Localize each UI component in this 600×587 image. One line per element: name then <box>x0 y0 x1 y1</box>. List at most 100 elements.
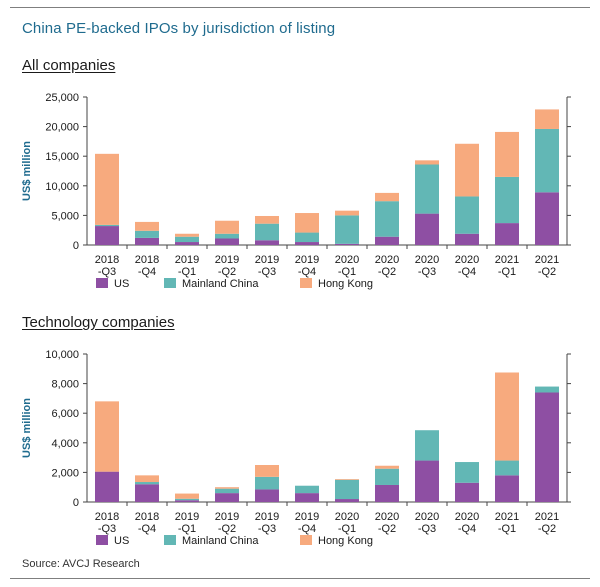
bar-mainland-china <box>375 468 399 485</box>
bar-mainland-china <box>135 482 159 485</box>
bar-us <box>295 493 319 502</box>
panel-title-tech: Technology companies <box>22 314 175 331</box>
x-tick-label-year: 2020 <box>455 254 479 266</box>
bar-mainland-china <box>455 196 479 234</box>
x-tick-label-quarter: -Q3 <box>258 266 276 278</box>
x-tick-label-quarter: -Q1 <box>178 266 196 278</box>
x-tick-label-year: 2021 <box>535 511 559 523</box>
bar-mainland-china <box>295 232 319 243</box>
bar-hong-kong <box>95 401 119 472</box>
bar-hong-kong <box>215 220 239 234</box>
x-tick-label-quarter: -Q3 <box>98 266 116 278</box>
y-tick-label: 15,000 <box>45 151 79 163</box>
bar-mainland-china <box>455 462 479 483</box>
x-tick-label-year: 2018 <box>95 511 119 523</box>
x-tick-label-year: 2021 <box>495 254 519 266</box>
bar-mainland-china <box>415 430 439 461</box>
x-tick-label-year: 2019 <box>295 511 319 523</box>
bar-us <box>415 213 439 245</box>
legend-label-us: US <box>114 535 129 547</box>
x-tick-label-year: 2020 <box>415 254 439 266</box>
bar-hong-kong <box>335 210 359 216</box>
bar-mainland-china <box>215 233 239 239</box>
bar-us <box>535 192 559 245</box>
bar-us <box>415 460 439 502</box>
x-tick-label-year: 2019 <box>255 511 279 523</box>
x-tick-label-quarter: -Q4 <box>138 266 156 278</box>
bar-us <box>135 237 159 245</box>
legend-swatch-mainland-china <box>164 278 176 288</box>
bar-hong-kong <box>375 465 399 469</box>
y-tick-label: 25,000 <box>45 92 79 104</box>
x-tick-label-quarter: -Q2 <box>218 523 236 535</box>
x-tick-label-quarter: -Q4 <box>458 523 476 535</box>
bar-hong-kong <box>455 143 479 197</box>
bar-mainland-china <box>95 224 119 227</box>
y-tick-label: 2,000 <box>51 467 79 479</box>
bar-hong-kong <box>255 465 279 477</box>
x-tick-label-quarter: -Q1 <box>498 523 516 535</box>
y-tick-label: 10,000 <box>45 349 79 361</box>
x-tick-label-quarter: -Q2 <box>218 266 236 278</box>
bar-mainland-china <box>255 476 279 490</box>
bar-mainland-china <box>535 386 559 393</box>
bar-mainland-china <box>495 176 519 224</box>
bottom-rule <box>10 578 590 579</box>
bar-us <box>335 499 359 502</box>
x-tick-label-quarter: -Q4 <box>298 523 316 535</box>
bar-us <box>295 242 319 245</box>
legend-swatch-hong-kong <box>300 535 312 545</box>
bar-us <box>95 226 119 245</box>
legend-label-hong-kong: Hong Kong <box>318 278 373 290</box>
x-tick-label-quarter: -Q1 <box>498 266 516 278</box>
x-tick-label-quarter: -Q2 <box>378 266 396 278</box>
bar-us <box>375 236 399 245</box>
x-tick-label-quarter: -Q4 <box>138 523 156 535</box>
bar-us <box>215 493 239 502</box>
top-rule <box>10 7 590 8</box>
x-tick-label-year: 2020 <box>375 254 399 266</box>
bar-us <box>335 243 359 245</box>
bar-us <box>535 392 559 502</box>
bar-hong-kong <box>135 475 159 483</box>
bar-mainland-china <box>175 498 199 501</box>
x-tick-label-year: 2020 <box>375 511 399 523</box>
bar-hong-kong <box>495 372 519 461</box>
x-tick-label-year: 2019 <box>295 254 319 266</box>
x-tick-label-quarter: -Q2 <box>378 523 396 535</box>
bar-hong-kong <box>495 131 519 177</box>
x-tick-label-year: 2020 <box>335 254 359 266</box>
bar-mainland-china <box>175 236 199 243</box>
x-tick-label-year: 2019 <box>175 254 199 266</box>
bar-hong-kong <box>415 160 439 165</box>
x-tick-label-year: 2018 <box>135 254 159 266</box>
x-tick-label-year: 2018 <box>135 511 159 523</box>
x-tick-label-quarter: -Q3 <box>258 523 276 535</box>
panel-title-all: All companies <box>22 57 116 74</box>
legend-swatch-us <box>96 278 108 288</box>
y-tick-label: 0 <box>73 240 79 252</box>
x-tick-label-year: 2020 <box>415 511 439 523</box>
x-tick-label-year: 2020 <box>455 511 479 523</box>
legend-label-mainland-china: Mainland China <box>182 278 259 290</box>
bar-hong-kong <box>95 153 119 225</box>
y-tick-label: 8,000 <box>51 379 79 391</box>
x-tick-label-year: 2021 <box>495 511 519 523</box>
source-note: Source: AVCJ Research <box>22 558 140 570</box>
bar-mainland-china <box>415 164 439 214</box>
bar-us <box>375 484 399 502</box>
bar-us <box>495 475 519 502</box>
bar-hong-kong <box>215 487 239 489</box>
chart-all-companies: 0 5,000 10,000 15,000 20,000 25,000 US$ millio… <box>21 92 571 290</box>
figure-title: China PE-backed IPOs by jurisdiction of … <box>22 20 336 37</box>
bar-hong-kong <box>175 233 199 237</box>
x-tick-label-quarter: -Q1 <box>178 523 196 535</box>
bar-mainland-china <box>135 230 159 238</box>
bar-us <box>175 500 199 502</box>
bar-mainland-china <box>335 215 359 244</box>
bar-us <box>175 242 199 245</box>
bar-mainland-china <box>295 485 319 494</box>
legend-swatch-us <box>96 535 108 545</box>
x-tick-label-quarter: -Q4 <box>458 266 476 278</box>
